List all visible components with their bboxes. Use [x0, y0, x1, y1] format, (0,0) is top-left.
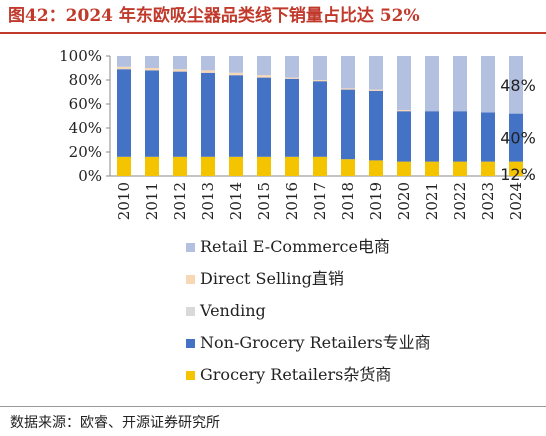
bar-segment: [397, 56, 411, 110]
bar-segment: [341, 56, 355, 89]
bar-segment: [313, 56, 327, 80]
bar-segment: [509, 161, 523, 176]
bar-segment: [313, 80, 327, 82]
bar-segment: [285, 56, 299, 78]
y-tick-label: 100%: [59, 47, 102, 65]
bar-segment: [397, 110, 411, 112]
title-divider: [0, 32, 546, 34]
source-note: 数据来源：欧睿、开源证券研究所: [10, 415, 220, 431]
x-tick-label: 2019: [367, 182, 385, 220]
bar-segment: [341, 159, 355, 176]
legend-label: Retail E-Commerce电商: [200, 237, 390, 256]
legend-swatch: [186, 307, 195, 316]
bar-segment: [117, 66, 131, 70]
stacked-bar-chart: 0% 20% 40% 60% 80% 100% 2010 2011 2012 2013 2014 20…: [59, 47, 536, 384]
bar-segment: [173, 56, 187, 70]
bar-segment: [453, 111, 467, 162]
x-tick-label: 2015: [255, 182, 273, 220]
y-tick-label: 80%: [69, 71, 102, 89]
bar-segment: [369, 89, 383, 91]
legend-label: Vending: [199, 301, 266, 320]
bar-segment: [481, 56, 495, 113]
bar-segment: [145, 68, 159, 71]
data-label: 12%: [500, 165, 536, 184]
bar-segment: [173, 69, 187, 72]
bar-segment: [117, 156, 131, 176]
y-tick-label: 40%: [69, 119, 102, 137]
bar-segment: [341, 88, 355, 90]
bar-segment: [313, 156, 327, 176]
y-tick-label: 20%: [69, 143, 102, 161]
bar-segment: [481, 161, 495, 176]
bar-segment: [145, 56, 159, 68]
x-tick-label: 2018: [339, 182, 357, 220]
bar-segment: [425, 161, 439, 176]
chart-title: 图42：2024 年东欧吸尘器品类线下销量占比达 52%: [8, 6, 420, 26]
bar-segment: [173, 156, 187, 176]
bar-segment: [285, 156, 299, 176]
legend-swatch: [186, 275, 195, 284]
y-tick-label: 0%: [78, 167, 102, 185]
bar-segment: [369, 160, 383, 176]
bar-segment: [229, 75, 243, 157]
data-label: 48%: [500, 76, 536, 95]
bar-segment: [173, 71, 187, 157]
data-label: 40%: [500, 129, 536, 148]
legend-label: Grocery Retailers杂货商: [200, 365, 391, 384]
x-tick-label: 2022: [451, 182, 469, 220]
x-tick-label: 2017: [311, 182, 329, 220]
bar-segment: [425, 111, 439, 162]
source-divider: [0, 406, 546, 407]
bar-segment: [257, 56, 271, 76]
x-tick-label: 2023: [479, 182, 497, 220]
x-tick-label: 2014: [227, 182, 245, 220]
legend-swatch: [186, 243, 195, 252]
bar-segment: [117, 56, 131, 67]
bar-segment: [117, 69, 131, 157]
bar-segment: [145, 156, 159, 176]
x-tick-label: 2021: [423, 182, 441, 220]
legend-label: Direct Selling直销: [200, 269, 344, 288]
x-tick-label: 2016: [283, 182, 301, 220]
bar-segment: [425, 56, 439, 112]
bar-segment: [509, 56, 523, 114]
bar-segment: [397, 161, 411, 176]
bar-segment: [201, 56, 215, 71]
x-tick-label: 2013: [199, 182, 217, 220]
bar-segment: [229, 56, 243, 73]
bar-segment: [257, 156, 271, 176]
bar-segment: [481, 112, 495, 162]
bar-segment: [397, 111, 411, 162]
bar-segment: [285, 78, 299, 157]
x-tick-label: 2012: [171, 182, 189, 220]
x-tick-label: 2011: [143, 182, 161, 220]
bar-segment: [453, 161, 467, 176]
y-tick-label: 60%: [69, 95, 102, 113]
bar-segment: [201, 72, 215, 157]
bar-segment: [313, 81, 327, 157]
bar-segment: [201, 156, 215, 176]
bar-segment: [369, 90, 383, 161]
bar-segment: [229, 72, 243, 76]
bar-segment: [285, 77, 299, 79]
bar-segment: [257, 77, 271, 157]
x-tick-label: 2024: [507, 182, 525, 220]
bar-segment: [509, 113, 523, 162]
legend-swatch: [186, 371, 195, 380]
legend-swatch: [186, 339, 195, 348]
bar-segment: [453, 56, 467, 112]
bar-segment: [341, 89, 355, 160]
bar-segment: [229, 156, 243, 176]
bar-segment: [201, 70, 215, 73]
x-tick-label: 2010: [115, 182, 133, 220]
legend-label: Non-Grocery Retailers专业商: [200, 333, 431, 352]
bar-segment: [369, 56, 383, 90]
bar-segment: [145, 70, 159, 157]
bar-segment: [257, 75, 271, 78]
x-tick-label: 2020: [395, 182, 413, 220]
